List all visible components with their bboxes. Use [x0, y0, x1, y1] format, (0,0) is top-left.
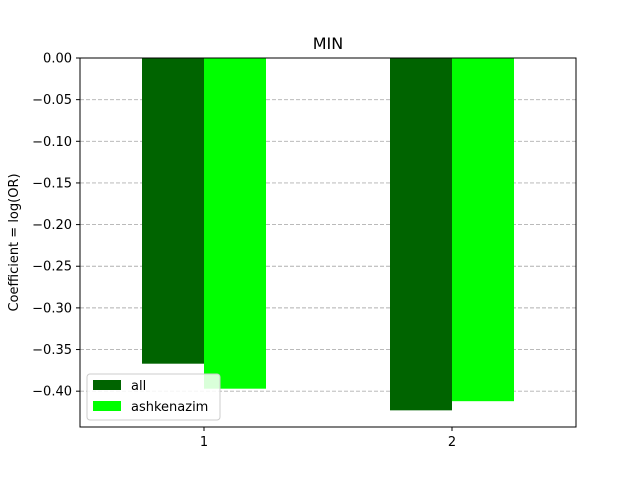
- y-tick-label: −0.20: [32, 218, 72, 233]
- x-tick-label: 2: [448, 435, 456, 450]
- legend: all ashkenazim: [86, 373, 221, 421]
- bar-ashkenazim-2: [452, 58, 514, 402]
- x-tick-label: 1: [200, 435, 208, 450]
- y-tick-label: −0.40: [32, 385, 72, 400]
- legend-label-all: all: [131, 379, 146, 394]
- bar-ashkenazim-1: [204, 58, 266, 389]
- y-tick-label: −0.35: [32, 343, 72, 358]
- y-tick-label: −0.30: [32, 301, 72, 316]
- y-tick-label: −0.10: [32, 135, 72, 150]
- chart-title: MIN: [313, 34, 344, 53]
- y-tick-label: −0.25: [32, 260, 72, 275]
- legend-label-ashkenazim: ashkenazim: [131, 400, 208, 415]
- plot-frame: [79, 57, 577, 428]
- y-axis-label: Coefficient = log(OR): [7, 173, 22, 311]
- grid-layer: [80, 99, 576, 392]
- bar-all-2: [390, 58, 452, 411]
- legend-swatch-all: [93, 380, 121, 390]
- y-tick-label: −0.15: [32, 176, 72, 191]
- bar-all-1: [142, 58, 204, 364]
- y-tick-label: 0.00: [43, 52, 72, 67]
- bars-layer: [142, 58, 514, 411]
- legend-swatch-ashkenazim: [93, 401, 121, 411]
- y-tick-label: −0.05: [32, 93, 72, 108]
- y-axis-ticks: 0.00 −0.05 −0.10 −0.15 −0.20 −0.25 −0.30 −0.35 −…: [32, 52, 80, 400]
